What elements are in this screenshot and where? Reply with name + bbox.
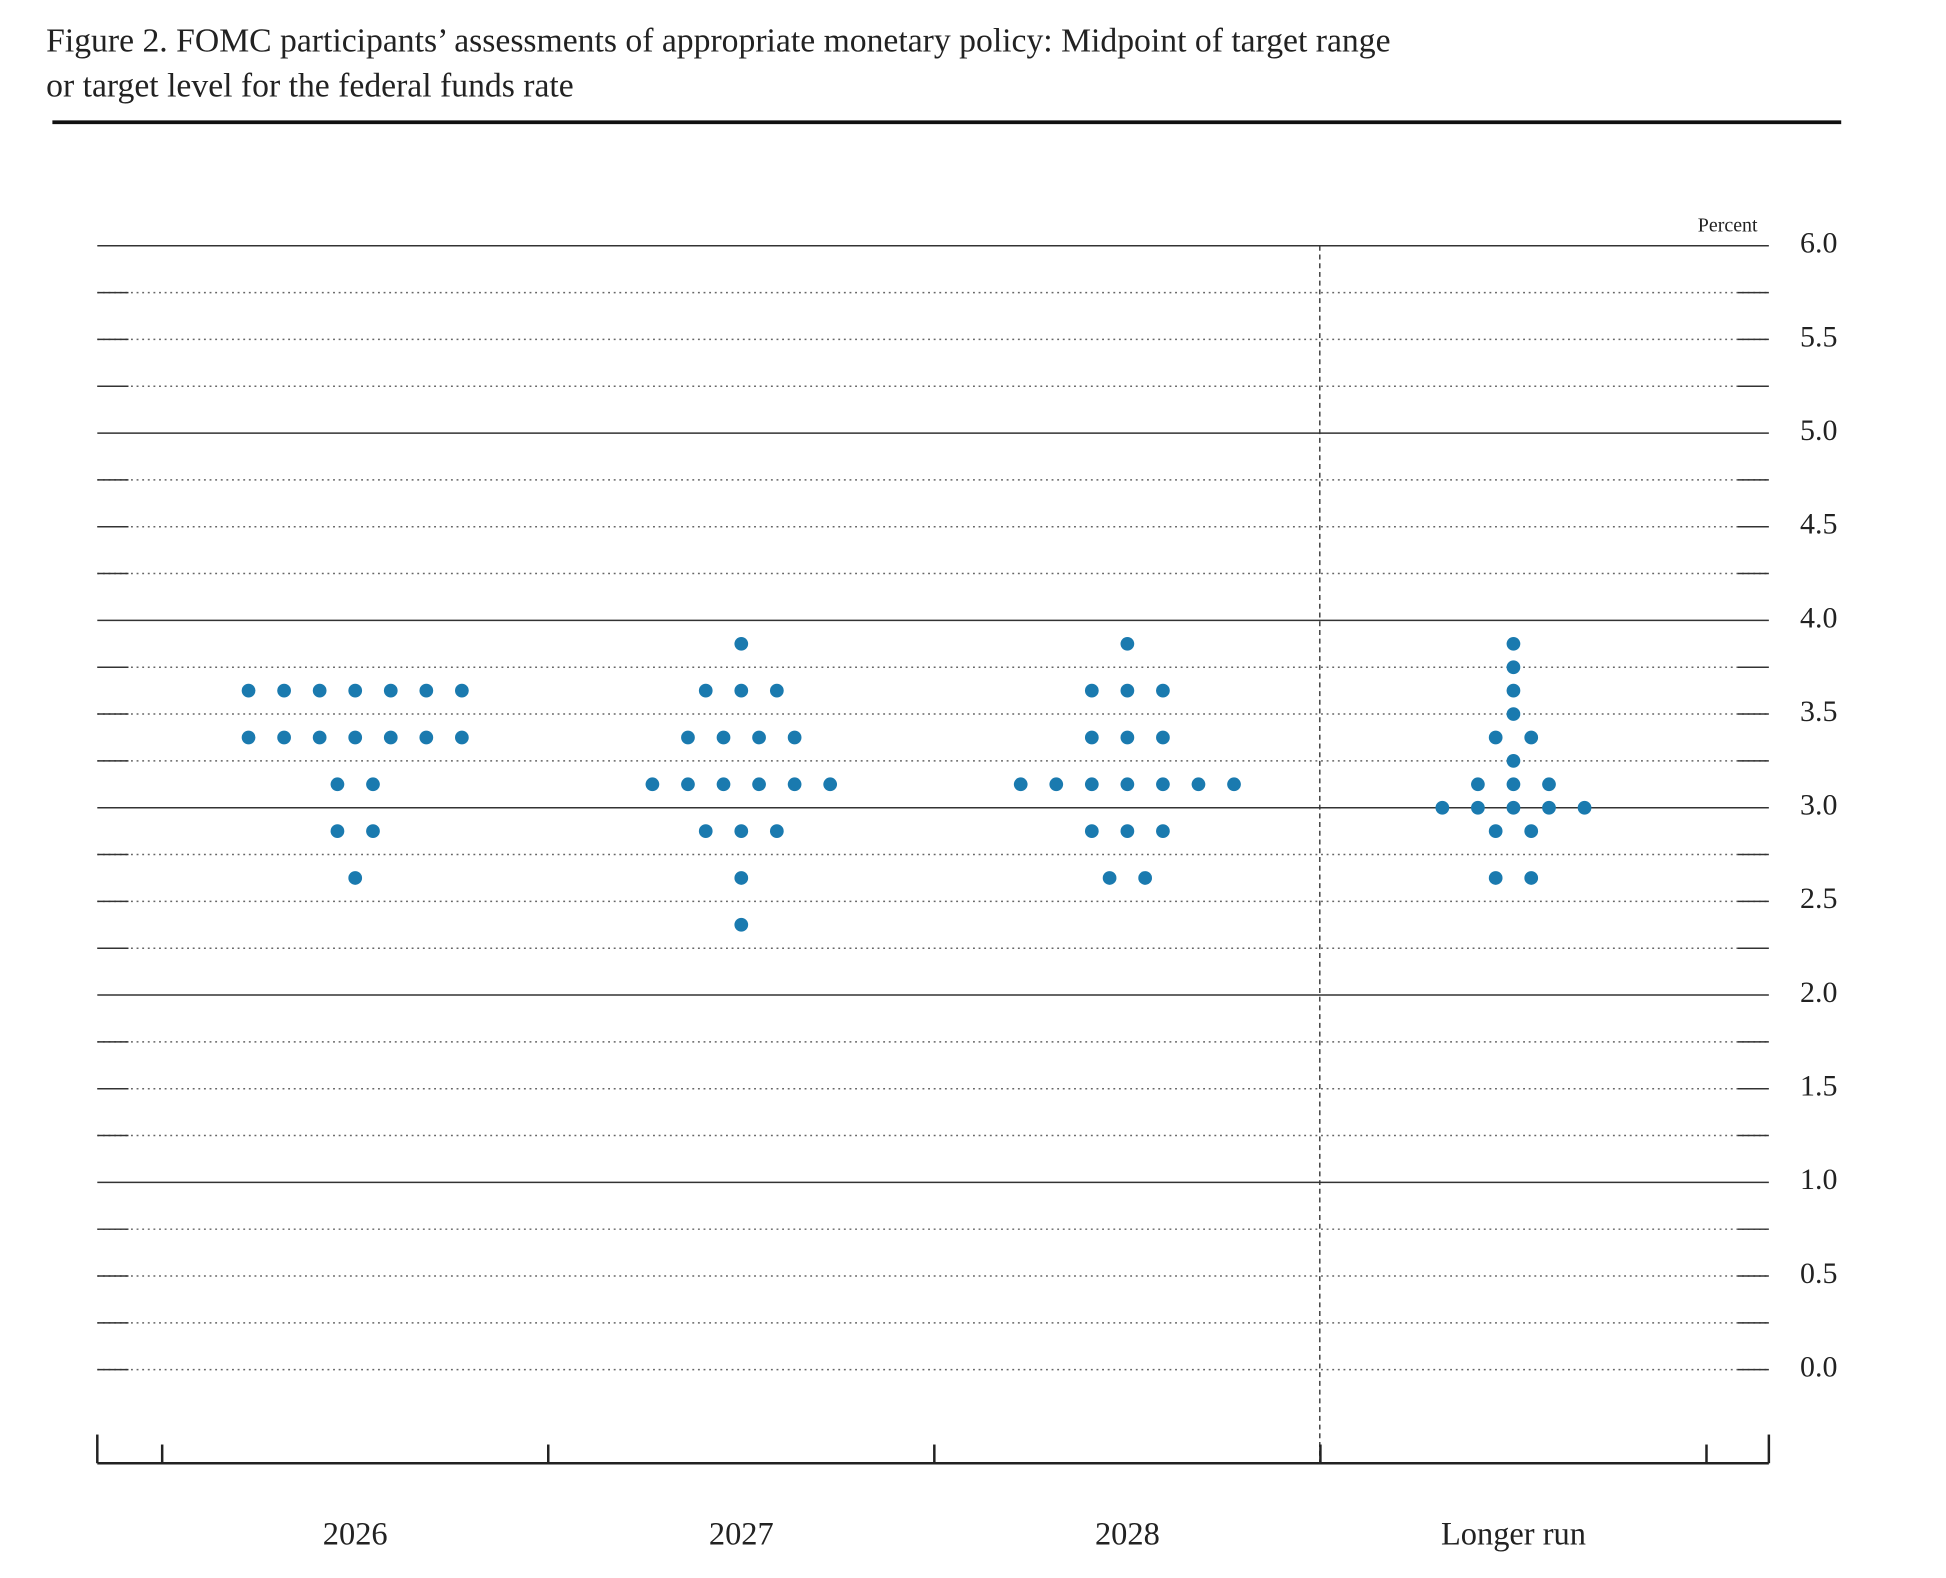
dot (419, 683, 434, 698)
dot (348, 730, 363, 745)
y-tick-label: 5.0 (1800, 414, 1837, 447)
dot (1488, 871, 1503, 885)
dot (1120, 636, 1135, 651)
dot (1084, 683, 1099, 698)
dot (348, 683, 363, 698)
x-tick-label: 2026 (323, 1516, 388, 1552)
dot (734, 871, 749, 885)
dot (348, 871, 363, 885)
y-tick-label: 5.5 (1800, 320, 1837, 353)
dot (1506, 683, 1521, 698)
dot (1524, 871, 1539, 885)
dot (698, 683, 713, 698)
y-tick-label: 4.0 (1800, 601, 1837, 634)
dot (1084, 730, 1099, 745)
dot (1506, 660, 1521, 675)
dot (1524, 824, 1539, 838)
y-axis-label: Percent (1698, 215, 1758, 237)
dot (1577, 800, 1592, 815)
dot (419, 730, 434, 745)
dot (1506, 777, 1521, 792)
dot (455, 683, 469, 698)
y-tick-label: 2.5 (1800, 882, 1837, 915)
x-tick-label: 2027 (709, 1516, 774, 1552)
dot (1524, 730, 1539, 745)
dot (734, 917, 749, 932)
dot (1138, 871, 1153, 885)
dot (455, 730, 469, 745)
dot (1013, 777, 1028, 792)
dot (1488, 730, 1503, 745)
dot (1084, 777, 1099, 792)
dot (1120, 777, 1135, 792)
dot (1471, 800, 1485, 815)
dot (1488, 824, 1503, 838)
dot (716, 730, 731, 745)
dot (1120, 730, 1135, 745)
dot (1156, 683, 1170, 698)
dot (752, 777, 766, 792)
y-tick-label: 3.0 (1800, 789, 1837, 822)
dot (716, 777, 731, 792)
dot (1049, 777, 1064, 792)
dot (1506, 636, 1521, 651)
dot (698, 824, 713, 838)
dot (277, 730, 291, 745)
dot (330, 777, 345, 792)
dot (769, 683, 784, 698)
dot (1506, 754, 1521, 768)
dot (1120, 824, 1135, 838)
dot (681, 777, 695, 792)
y-tick-label: 3.5 (1800, 695, 1837, 728)
dot (1542, 777, 1556, 792)
dot (1120, 683, 1135, 698)
dot (769, 824, 784, 838)
dot (1435, 800, 1450, 815)
dot (787, 777, 802, 792)
y-tick-label: 0.0 (1800, 1351, 1837, 1384)
dot (330, 824, 345, 838)
y-tick-label: 2.0 (1800, 976, 1837, 1009)
y-tick-label: 4.5 (1800, 508, 1837, 541)
x-tick-label: 2028 (1095, 1516, 1160, 1552)
dot (787, 730, 802, 745)
dot (734, 683, 749, 698)
y-tick-label: 6.0 (1800, 227, 1837, 260)
dot (1156, 730, 1170, 745)
dot (734, 824, 749, 838)
dot (241, 683, 256, 698)
dot (1084, 824, 1099, 838)
dot (645, 777, 660, 792)
chart-title: Figure 2. FOMC participants’ assessments… (46, 22, 1390, 59)
dot (823, 777, 838, 792)
dot (1471, 777, 1485, 792)
dot (366, 777, 380, 792)
dot (1506, 800, 1521, 815)
dot (366, 824, 380, 838)
dot (1191, 777, 1206, 792)
dot (734, 636, 749, 651)
dot (1506, 707, 1521, 721)
dot (1156, 777, 1170, 792)
y-tick-label: 0.5 (1800, 1257, 1837, 1290)
dot (241, 730, 256, 745)
dot (681, 730, 695, 745)
dot (277, 683, 291, 698)
dot (1227, 777, 1241, 792)
dot (1102, 871, 1117, 885)
y-tick-label: 1.0 (1800, 1163, 1837, 1196)
dot (1542, 800, 1556, 815)
x-tick-label: Longer run (1441, 1516, 1586, 1552)
dot (383, 730, 398, 745)
dot (1156, 824, 1170, 838)
y-tick-label: 1.5 (1800, 1070, 1837, 1103)
dot (312, 730, 327, 745)
dot (752, 730, 766, 745)
dot (312, 683, 327, 698)
dot (383, 683, 398, 698)
chart-title: or target level for the federal funds ra… (46, 67, 574, 104)
